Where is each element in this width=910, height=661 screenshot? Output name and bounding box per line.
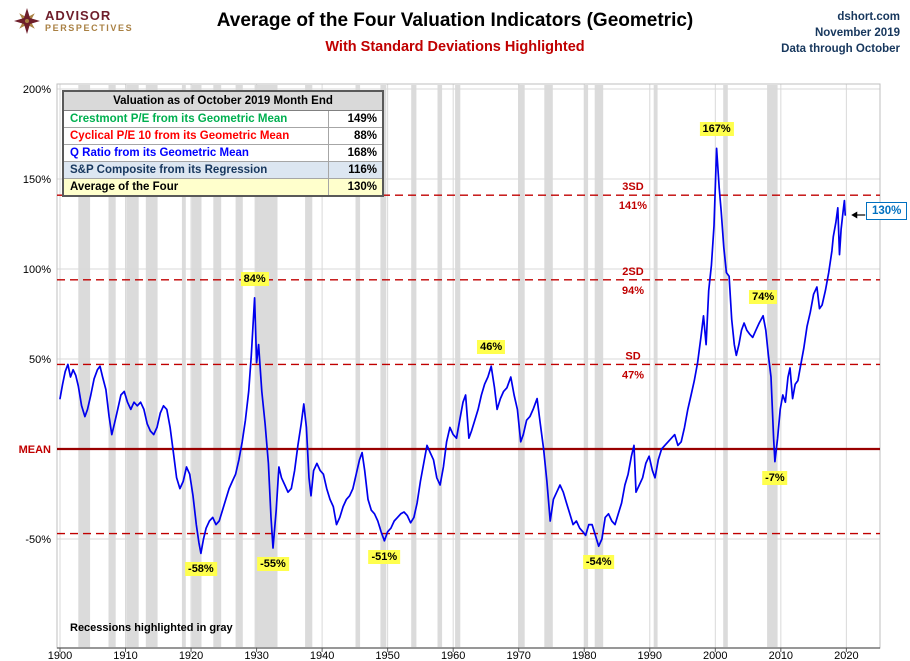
logo-advisor: ADVISOR (45, 8, 112, 23)
x-tick-label: 2020 (834, 650, 858, 661)
current-value-arrow (851, 211, 866, 219)
x-tick-label: 1930 (244, 650, 268, 661)
advisor-perspectives-logo: ADVISOR PERSPECTIVES (14, 8, 133, 34)
x-tick-label: 1950 (375, 650, 399, 661)
logo-text: ADVISOR PERSPECTIVES (45, 9, 133, 33)
x-tick-label: 1940 (310, 650, 334, 661)
source-site: dshort.com (837, 11, 900, 23)
current-value-box: 130% (866, 202, 908, 220)
legend-row-label: S&P Composite from its Regression (62, 161, 329, 179)
recession-bands (78, 85, 778, 647)
legend-row-value: 168% (328, 144, 384, 162)
y-tick-label: 150% (23, 174, 51, 186)
legend-row-label: Q Ratio from its Geometric Mean (62, 144, 329, 162)
x-axis (57, 647, 880, 652)
y-tick-label: 50% (29, 354, 51, 366)
x-tick-label: 1990 (638, 650, 662, 661)
legend-row-label: Cyclical P/E 10 from its Geometric Mean (62, 127, 329, 145)
legend-header-row: Valuation as of October 2019 Month End (62, 90, 384, 111)
source-date: November 2019 (814, 27, 900, 39)
sd-label: 3SD (622, 181, 643, 193)
y-tick-label: 100% (23, 264, 51, 276)
sd-value-label: 141% (619, 200, 647, 212)
y-tick-label: MEAN (19, 444, 51, 456)
sd-line-labels: 3SD 141% 2SD 94% SD 47% (619, 181, 647, 381)
legend-header: Valuation as of October 2019 Month End (62, 90, 384, 111)
x-tick-label: 1920 (179, 650, 203, 661)
legend-row-1: Cyclical P/E 10 from its Geometric Mean 8… (62, 127, 384, 145)
title-block: Average of the Four Valuation Indicators… (160, 10, 750, 55)
legend-row-value: 130% (328, 178, 384, 197)
legend-row-value: 149% (328, 110, 384, 128)
legend-row-2: Q Ratio from its Geometric Mean 168% (62, 144, 384, 162)
x-tick-label: 1900 (48, 650, 72, 661)
legend-row-4: Average of the Four 130% (62, 178, 384, 197)
x-tick-label: 2010 (769, 650, 793, 661)
y-tick-label: 200% (23, 84, 51, 96)
sd-lines (57, 194, 880, 535)
x-axis-labels: 1900 1910 1920 1930 1940 1950 1960 1970 1980 1990… (48, 650, 859, 661)
legend-row-3: S&P Composite from its Regression 116% (62, 161, 384, 179)
legend-row-0: Crestmont P/E from its Geometric Mean 149… (62, 110, 384, 128)
source-block: dshort.com November 2019 Data through Oc… (781, 9, 900, 57)
legend-row-value: 116% (328, 161, 384, 179)
y-tick-label: -50% (25, 534, 51, 546)
compass-rose-icon (14, 8, 40, 34)
x-tick-label: 1980 (572, 650, 596, 661)
legend-row-label: Crestmont P/E from its Geometric Mean (62, 110, 329, 128)
y-axis-labels: 200% 150% 100% 50% MEAN -50% (19, 84, 52, 546)
legend-row-label: Average of the Four (62, 178, 329, 197)
x-tick-label: 2000 (703, 650, 727, 661)
x-tick-label: 1970 (506, 650, 530, 661)
valuation-legend-table: Valuation as of October 2019 Month End C… (62, 90, 384, 197)
source-note: Data through October (781, 43, 900, 55)
average-series-line (59, 147, 847, 555)
sd-value-label: 94% (622, 285, 644, 297)
sd-value-label: 47% (622, 369, 644, 381)
legend-row-value: 88% (328, 127, 384, 145)
sd-label: 2SD (622, 266, 643, 278)
chart-subtitle: With Standard Deviations Highlighted (325, 39, 585, 55)
x-tick-label: 1910 (113, 650, 137, 661)
x-tick-label: 1960 (441, 650, 465, 661)
logo-perspectives: PERSPECTIVES (45, 23, 134, 33)
chart-title: Average of the Four Valuation Indicators… (216, 10, 694, 31)
recessions-footnote: Recessions highlighted in gray (70, 622, 233, 634)
sd-label: SD (625, 350, 640, 362)
